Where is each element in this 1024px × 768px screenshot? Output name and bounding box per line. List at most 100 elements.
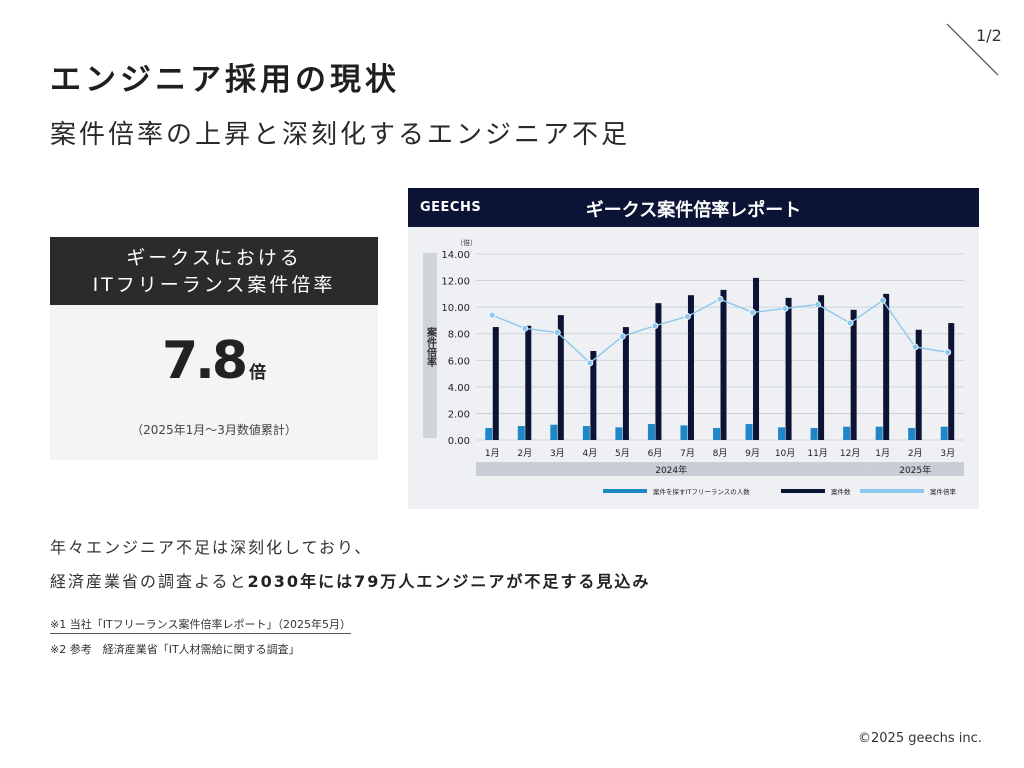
stat-unit: 倍	[249, 363, 267, 383]
x-tick-label: 3月	[550, 448, 565, 459]
x-tick-label: 2月	[908, 448, 923, 459]
x-tick-label: 10月	[775, 448, 795, 459]
year-group-bar	[476, 462, 867, 476]
y-tick-label: 0.00	[448, 436, 470, 447]
bar-freelancers	[615, 427, 623, 440]
stat-label-line1: ギークスにおける	[126, 247, 302, 269]
bar-freelancers	[810, 428, 818, 440]
bar-freelancers	[713, 428, 720, 440]
bar-cases	[818, 295, 825, 440]
bar-cases	[850, 309, 857, 440]
ratio-point	[846, 319, 854, 327]
page-subtitle: 案件倍率の上昇と深刻化するエンジニア不足	[50, 120, 631, 150]
report-title: ギークス案件倍率レポート	[585, 200, 802, 221]
y-axis-label: 案件倍率	[425, 326, 438, 368]
bar-freelancers	[582, 426, 590, 440]
ratio-point	[521, 325, 529, 332]
x-tick-label: 8月	[713, 448, 728, 459]
bar-cases	[492, 327, 499, 440]
y-tick-label: 10.00	[441, 303, 470, 314]
x-tick-label: 9月	[745, 448, 760, 459]
ratio-point	[749, 309, 756, 316]
legend-swatch	[860, 489, 924, 493]
bar-cases	[948, 323, 955, 440]
year-group-label: 2024年	[655, 464, 687, 476]
ratio-point	[944, 348, 952, 356]
bar-cases	[655, 303, 662, 440]
bar-cases	[883, 293, 890, 440]
bar-freelancers	[778, 427, 786, 440]
y-tick-label: 8.00	[448, 330, 470, 341]
x-tick-label: 11月	[807, 448, 827, 459]
y-tick-label: 4.00	[448, 383, 470, 394]
stat-card-body: 7.8 倍 （2025年1月〜3月数値累計）	[50, 305, 378, 460]
bar-cases	[785, 297, 792, 440]
ratio-point	[586, 359, 594, 367]
legend-label: 案件倍率	[930, 487, 957, 496]
ratio-chart: 案件倍率 （倍） 0.00 2.00 4.00 6.00 8.00 10.00 12.00 14.…	[423, 238, 964, 496]
brand-logo: GEECHS	[420, 200, 482, 215]
bar-cases	[622, 327, 629, 440]
y-tick-label: 2.00	[448, 409, 470, 420]
stat-value: 7.8	[161, 331, 248, 391]
bar-freelancers	[843, 426, 851, 440]
x-tick-label: 2月	[517, 448, 532, 459]
ratio-point	[879, 297, 887, 304]
y-tick-label: 12.00	[441, 277, 470, 288]
body-line-1: 年々エンジニア不足は深刻化しており、	[50, 538, 373, 557]
bar-cases	[753, 277, 760, 440]
bar-freelancers	[680, 425, 688, 440]
y-tick-label: 14.00	[441, 250, 470, 261]
report-header: GEECHS ギークス案件倍率レポート	[408, 188, 979, 227]
stat-label-line2: ITフリーランス案件倍率	[92, 274, 336, 296]
ratio-point	[553, 328, 561, 336]
body-line-2-highlight: 2030年には79万人エンジニアが不足する見込み	[247, 572, 651, 591]
bar-cases	[590, 350, 597, 440]
ratio-point	[618, 332, 626, 340]
ratio-point	[684, 313, 691, 320]
stat-note: （2025年1月〜3月数値累計）	[131, 423, 297, 437]
x-tick-label: 3月	[940, 448, 955, 459]
bar-cases	[915, 329, 922, 440]
corner-divider-line	[946, 23, 999, 76]
legend-label: 案件数	[831, 487, 851, 496]
bar-freelancers	[517, 426, 525, 440]
body-line-2-prefix: 経済産業省の調査よると	[50, 572, 248, 591]
ratio-point	[488, 311, 496, 319]
ratio-point	[781, 305, 789, 312]
x-tick-label: 6月	[648, 448, 663, 459]
bar-cases	[557, 315, 564, 440]
y-axis-label-box	[423, 253, 437, 438]
legend-swatch	[781, 489, 825, 493]
y-unit-label: （倍）	[456, 238, 477, 247]
bar-freelancers	[550, 424, 558, 440]
y-tick-label: 6.00	[448, 356, 470, 367]
copyright: ©2025 geechs inc.	[858, 731, 982, 746]
legend-label: 案件を探すITフリーランスの人数	[653, 487, 750, 496]
x-tick-label: 5月	[615, 448, 630, 459]
bar-freelancers	[647, 424, 655, 440]
bar-cases	[525, 325, 532, 440]
bar-freelancers	[875, 426, 883, 440]
legend-swatch	[603, 489, 647, 493]
bar-freelancers	[745, 424, 753, 440]
report-panel: GEECHS ギークス案件倍率レポート 案件倍率 （倍） 0.00 2.00 4.00 6…	[408, 188, 979, 509]
bar-freelancers	[908, 428, 916, 440]
bar-freelancers	[940, 426, 948, 440]
footnote-1: ※1 当社「ITフリーランス案件倍率レポート」（2025年5月）	[50, 616, 351, 634]
year-group-bar	[866, 462, 964, 476]
footnote-2: ※2 参考 経済産業省「IT人材需給に関する調査」	[50, 643, 300, 656]
bar-cases	[720, 289, 727, 440]
ratio-point	[716, 295, 724, 303]
bar-cases	[687, 295, 694, 440]
page-number: 1/2	[976, 26, 1002, 45]
body-line-2: 経済産業省の調査よると2030年には79万人エンジニアが不足する見込み	[50, 568, 650, 592]
page-title: エンジニア採用の現状	[50, 62, 400, 98]
ratio-point	[814, 301, 822, 308]
stat-card-header: ギークスにおける ITフリーランス案件倍率	[50, 237, 378, 305]
ratio-point	[911, 343, 919, 351]
x-tick-label: 4月	[582, 448, 597, 459]
x-tick-label: 7月	[680, 448, 695, 459]
year-group-label: 2025年	[899, 464, 931, 476]
bar-freelancers	[485, 428, 493, 440]
